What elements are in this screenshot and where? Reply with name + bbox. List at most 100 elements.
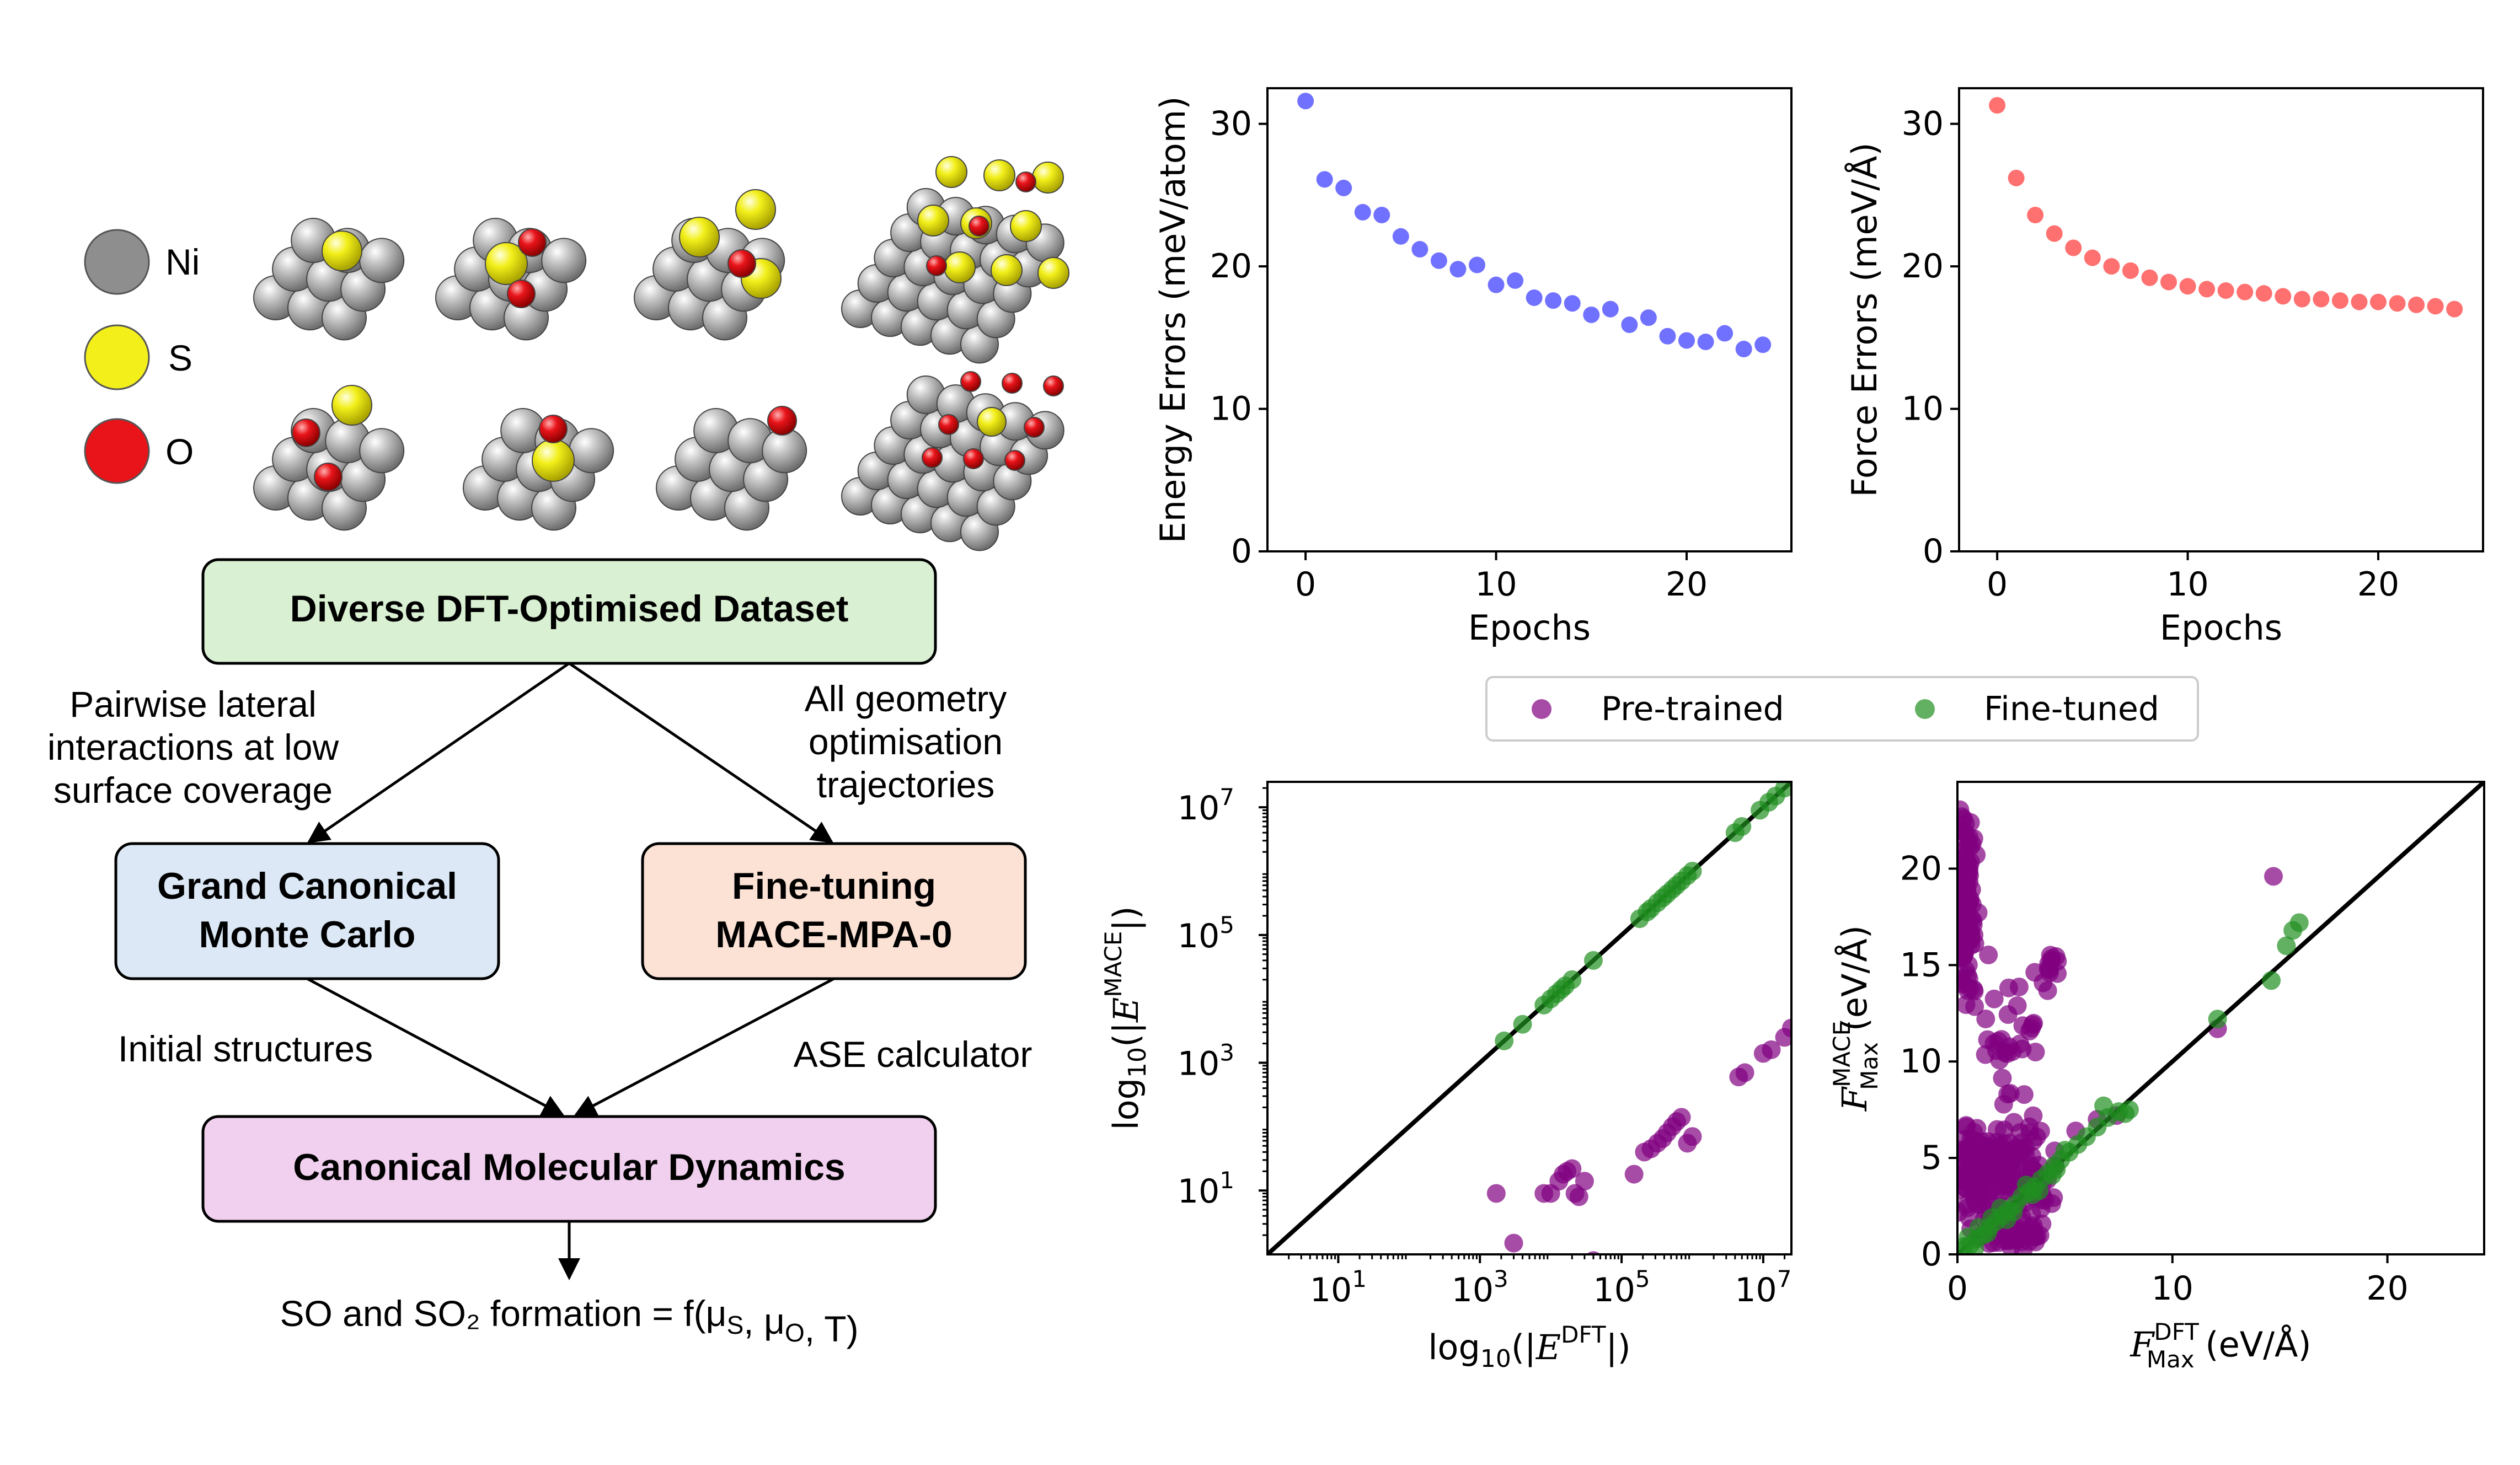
data-point bbox=[2427, 298, 2444, 315]
atom-legend: Ni S O bbox=[84, 229, 200, 484]
x-axis-label: Epochs bbox=[2160, 608, 2282, 648]
tick-base: 10 bbox=[1178, 1044, 1219, 1083]
pretrained-point bbox=[2014, 1139, 2033, 1158]
pretrained-legend-label: Pre-trained bbox=[1601, 690, 1784, 728]
data-point bbox=[1583, 306, 1600, 323]
tick-base: 10 bbox=[1178, 1172, 1219, 1211]
pretrained-point bbox=[1957, 1116, 1976, 1135]
pretrained-point bbox=[2020, 1117, 2039, 1136]
tick-exponent: 3 bbox=[1494, 1265, 1508, 1292]
left-branch-label-2: interactions at low bbox=[47, 727, 339, 768]
label-var: E bbox=[1535, 1327, 1561, 1367]
finetuned-point bbox=[1982, 1208, 2002, 1227]
finetune-box bbox=[641, 842, 1027, 980]
o-legend-label: O bbox=[165, 431, 194, 472]
s-atom-icon bbox=[1010, 210, 1042, 242]
data-point bbox=[1297, 93, 1314, 110]
pretrained-point bbox=[1993, 1069, 2012, 1088]
data-point bbox=[2389, 295, 2406, 312]
label-var: F bbox=[2130, 1324, 2155, 1365]
pretrained-point bbox=[2048, 952, 2067, 971]
data-point bbox=[2408, 296, 2425, 313]
s-atom-icon bbox=[983, 159, 1015, 191]
pretrained-point bbox=[2264, 867, 2283, 886]
y-tick-label: 0 bbox=[1923, 532, 1944, 571]
pretrained-point bbox=[1735, 1063, 1754, 1082]
finetuned-point bbox=[1965, 1239, 1984, 1254]
pretrained-point bbox=[1957, 1180, 1968, 1200]
y-tick-label: 10 bbox=[1210, 390, 1252, 428]
data-point bbox=[2065, 239, 2082, 256]
pretrained-point bbox=[2009, 1221, 2029, 1241]
data-point bbox=[1659, 328, 1676, 345]
pretrained-point bbox=[1957, 800, 1970, 819]
finetuned-point bbox=[2094, 1096, 2114, 1115]
workflow-diagram: Diverse DFT-Optimised Dataset Pairwise l… bbox=[47, 558, 1032, 1349]
data-point bbox=[1989, 97, 2006, 114]
tick-base: 10 bbox=[1452, 1271, 1494, 1310]
ni-atom-icon bbox=[359, 238, 405, 283]
x-tick-label: 0 bbox=[1987, 565, 2008, 604]
data-point bbox=[2084, 249, 2101, 266]
o-atom-icon bbox=[518, 228, 547, 257]
o-atom-icon bbox=[1002, 373, 1023, 394]
energy-chart-frame bbox=[1266, 87, 1793, 552]
force-chart-frame bbox=[1958, 87, 2484, 552]
data-point bbox=[1735, 340, 1752, 357]
o-atom-icon bbox=[507, 280, 536, 308]
data-point bbox=[1602, 300, 1619, 318]
data-point bbox=[2370, 293, 2387, 310]
label-sup: MACE bbox=[1828, 1021, 1855, 1087]
pretrained-point bbox=[1998, 1085, 2018, 1104]
finetuned-point bbox=[2262, 971, 2281, 990]
pretrained-point bbox=[1979, 945, 1998, 964]
y-tick-label: 5 bbox=[1921, 1139, 1942, 1177]
data-point bbox=[2446, 300, 2463, 318]
finetuned-point bbox=[1683, 861, 1702, 881]
finetuned-point bbox=[2277, 936, 2296, 956]
pretrained-point bbox=[1563, 1159, 1582, 1178]
data-point bbox=[1488, 276, 1505, 293]
y-tick-label: 20 bbox=[1902, 247, 1944, 286]
pretrained-point bbox=[1958, 890, 1977, 909]
ni-atom-icon bbox=[359, 428, 405, 474]
label-sub: Max bbox=[2147, 1346, 2195, 1373]
label-part: |) bbox=[1106, 906, 1147, 931]
data-point bbox=[2160, 273, 2177, 291]
s-atom-icon bbox=[735, 189, 776, 230]
label-part: (eV/Å) bbox=[1834, 925, 1875, 1042]
finetune-box-label-1: Fine-tuning bbox=[732, 865, 936, 907]
tick-base: 10 bbox=[1593, 1271, 1635, 1310]
pretrained-point bbox=[2026, 1232, 2045, 1252]
formation-subscript: O bbox=[785, 1318, 805, 1347]
data-point bbox=[2198, 281, 2216, 298]
pretrained-point bbox=[1965, 997, 1984, 1016]
o-legend-icon bbox=[84, 418, 150, 484]
dataset-box-label: Diverse DFT-Optimised Dataset bbox=[290, 588, 849, 630]
y-axis-label: log10(|EMACE|) bbox=[1100, 906, 1152, 1130]
pretrained-point bbox=[1976, 1009, 1995, 1028]
plot-area bbox=[1267, 782, 1791, 1254]
plot-area bbox=[1957, 782, 2484, 1254]
data-point bbox=[2122, 262, 2139, 279]
formation-text-part: SO and SO₂ formation = f(μ bbox=[280, 1293, 726, 1334]
finetuned-point bbox=[1978, 1223, 1997, 1243]
data-point bbox=[2103, 258, 2120, 275]
tick-base: 10 bbox=[1178, 789, 1219, 828]
s-atom-icon bbox=[991, 254, 1023, 286]
o-atom-icon bbox=[938, 414, 959, 435]
o-atom-icon bbox=[1015, 171, 1036, 192]
tick-exponent: 1 bbox=[1219, 1167, 1234, 1194]
pretrained-point bbox=[2038, 981, 2057, 1000]
arrow-dataset-to-finetune bbox=[568, 662, 834, 844]
s-atom-icon bbox=[1037, 257, 1069, 289]
finetuned-point bbox=[2116, 1104, 2135, 1123]
arrow-gcmc-to-md bbox=[306, 977, 565, 1117]
left-branch-label-1: Pairwise lateral bbox=[69, 684, 317, 725]
tick-exponent: 7 bbox=[1777, 1265, 1792, 1292]
gcmc-box-label-1: Grand Canonical bbox=[157, 865, 457, 907]
data-point bbox=[1697, 334, 1714, 351]
data-point bbox=[1411, 241, 1428, 258]
s-legend-icon bbox=[84, 324, 150, 390]
label-part: (eV/Å) bbox=[2195, 1324, 2312, 1365]
